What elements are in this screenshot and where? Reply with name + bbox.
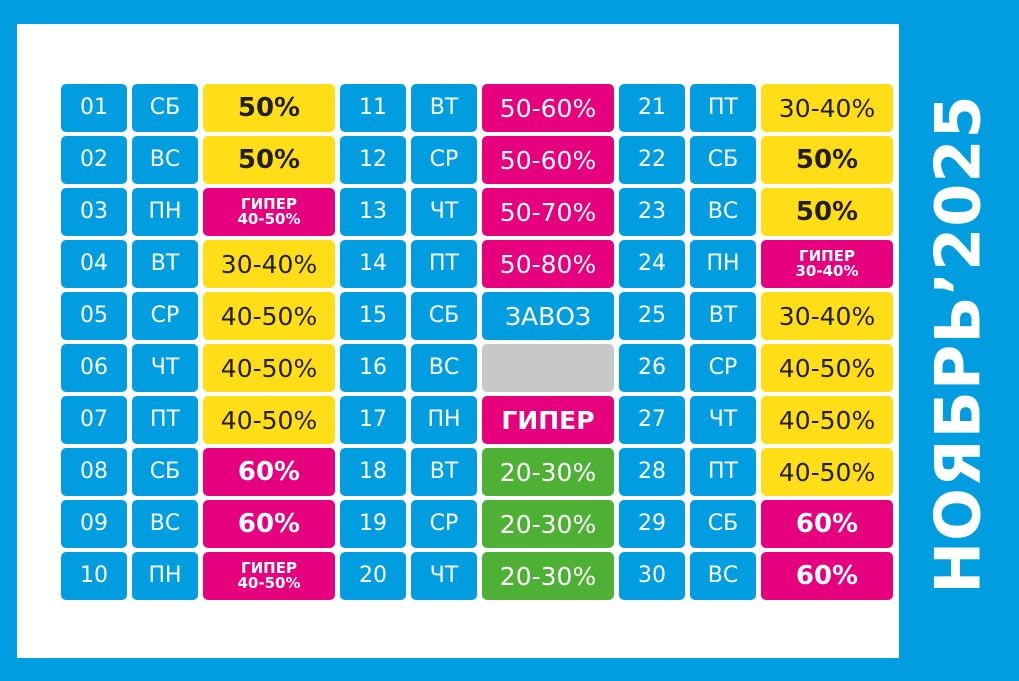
promo-sublabel: 40-50% [237, 574, 301, 592]
weekday: СБ [411, 292, 477, 340]
promo-badge: 20-30% [482, 500, 614, 548]
promo-badge: 30-40% [761, 292, 893, 340]
promo-badge: 50-70% [482, 188, 614, 236]
day-number: 29 [619, 500, 685, 548]
promo-badge: ЗАВОЗ [482, 292, 614, 340]
weekday: СР [411, 136, 477, 184]
weekday: ВТ [411, 84, 477, 132]
day-number: 17 [340, 396, 406, 444]
weekday: ПН [132, 188, 198, 236]
promo-badge: 30-40% [203, 240, 335, 288]
promo-empty [482, 344, 614, 392]
promo-badge: ГИПЕР 40-50% [203, 552, 335, 600]
weekday: ВС [690, 552, 756, 600]
weekday: ПТ [690, 84, 756, 132]
promo-badge: 30-40% [761, 84, 893, 132]
day-number: 08 [61, 448, 127, 496]
weekday: ПН [132, 552, 198, 600]
weekday: СР [132, 292, 198, 340]
day-number: 20 [340, 552, 406, 600]
promo-badge: 50-80% [482, 240, 614, 288]
promo-badge: 40-50% [761, 448, 893, 496]
weekday: ВС [411, 344, 477, 392]
promo-badge: 60% [203, 500, 335, 548]
promo-label: ГИПЕР [241, 195, 297, 213]
weekday: ПТ [690, 448, 756, 496]
weekday: ПН [690, 240, 756, 288]
promo-badge: 50% [761, 188, 893, 236]
promo-badge: 20-30% [482, 448, 614, 496]
day-number: 03 [61, 188, 127, 236]
day-number: 07 [61, 396, 127, 444]
day-number: 11 [340, 84, 406, 132]
weekday: ПТ [132, 396, 198, 444]
weekday: ЧТ [411, 188, 477, 236]
day-number: 23 [619, 188, 685, 236]
calendar-grid: 01 СБ 50% 11 ВТ 50-60% 21 ПТ 30-40% 02 ВС 50% 12 СР 50… [61, 84, 893, 600]
weekday: ЧТ [411, 552, 477, 600]
promo-badge: 40-50% [761, 396, 893, 444]
weekday: ВТ [132, 240, 198, 288]
weekday: ВС [132, 500, 198, 548]
day-number: 26 [619, 344, 685, 392]
weekday: ВТ [411, 448, 477, 496]
weekday: СБ [132, 448, 198, 496]
promo-badge: 40-50% [203, 344, 335, 392]
weekday: ЧТ [690, 396, 756, 444]
day-number: 15 [340, 292, 406, 340]
day-number: 19 [340, 500, 406, 548]
promo-badge: 60% [761, 552, 893, 600]
day-number: 04 [61, 240, 127, 288]
weekday: СР [690, 344, 756, 392]
weekday: ВС [690, 188, 756, 236]
day-number: 05 [61, 292, 127, 340]
day-number: 18 [340, 448, 406, 496]
weekday: СБ [132, 84, 198, 132]
promo-badge: ГИПЕР 30-40% [761, 240, 893, 288]
weekday: СР [411, 500, 477, 548]
day-number: 25 [619, 292, 685, 340]
promo-sublabel: 30-40% [795, 262, 859, 280]
promo-badge: 40-50% [761, 344, 893, 392]
promo-label: ГИПЕР [241, 559, 297, 577]
day-number: 27 [619, 396, 685, 444]
promo-badge: 40-50% [203, 292, 335, 340]
promo-badge: 60% [761, 500, 893, 548]
day-number: 06 [61, 344, 127, 392]
weekday: ВС [132, 136, 198, 184]
promo-badge: 60% [203, 448, 335, 496]
promo-badge: 50-60% [482, 84, 614, 132]
day-number: 12 [340, 136, 406, 184]
promo-sublabel: 40-50% [237, 210, 301, 228]
promo-badge: 50-60% [482, 136, 614, 184]
promo-label: ГИПЕР [799, 247, 855, 265]
weekday: ЧТ [132, 344, 198, 392]
weekday: ПН [411, 396, 477, 444]
promo-badge: 50% [761, 136, 893, 184]
day-number: 30 [619, 552, 685, 600]
day-number: 16 [340, 344, 406, 392]
weekday: ПТ [411, 240, 477, 288]
day-number: 14 [340, 240, 406, 288]
day-number: 13 [340, 188, 406, 236]
day-number: 21 [619, 84, 685, 132]
promo-badge: ГИПЕР [482, 396, 614, 444]
weekday: СБ [690, 500, 756, 548]
day-number: 24 [619, 240, 685, 288]
promo-badge: 20-30% [482, 552, 614, 600]
promo-badge: 50% [203, 136, 335, 184]
day-number: 01 [61, 84, 127, 132]
weekday: ВТ [690, 292, 756, 340]
day-number: 09 [61, 500, 127, 548]
month-title: НОЯБРЬ’2025 [921, 94, 995, 594]
day-number: 02 [61, 136, 127, 184]
promo-badge: 40-50% [203, 396, 335, 444]
day-number: 22 [619, 136, 685, 184]
promo-badge: 50% [203, 84, 335, 132]
promo-badge: ГИПЕР 40-50% [203, 188, 335, 236]
day-number: 28 [619, 448, 685, 496]
day-number: 10 [61, 552, 127, 600]
weekday: СБ [690, 136, 756, 184]
